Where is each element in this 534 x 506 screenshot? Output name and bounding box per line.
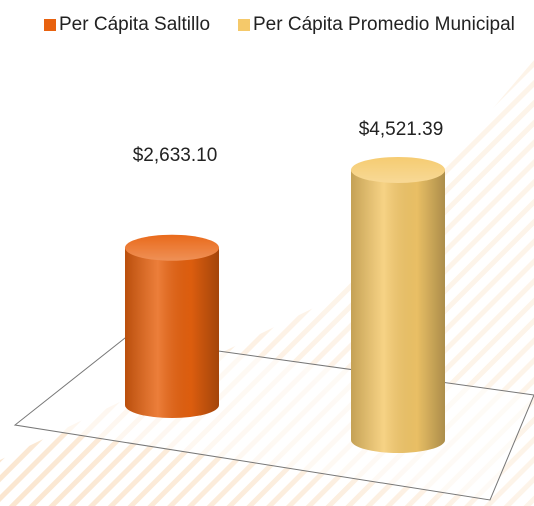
legend-label: Per Cápita Promedio Municipal: [253, 14, 515, 35]
bar-shade: [351, 170, 445, 453]
bar: [125, 234, 219, 418]
bar: [351, 157, 445, 453]
bar-top-shade: [125, 234, 219, 261]
legend-label: Per Cápita Saltillo: [59, 14, 210, 35]
legend-swatch: [44, 19, 56, 31]
bar-top-shade: [351, 157, 445, 183]
data-label: $4,521.39: [359, 119, 444, 140]
data-label: $2,633.10: [133, 145, 218, 166]
legend-swatch: [238, 19, 250, 31]
bar-shade: [125, 247, 219, 418]
plot: $2,633.10 $4,521.39: [125, 119, 445, 453]
